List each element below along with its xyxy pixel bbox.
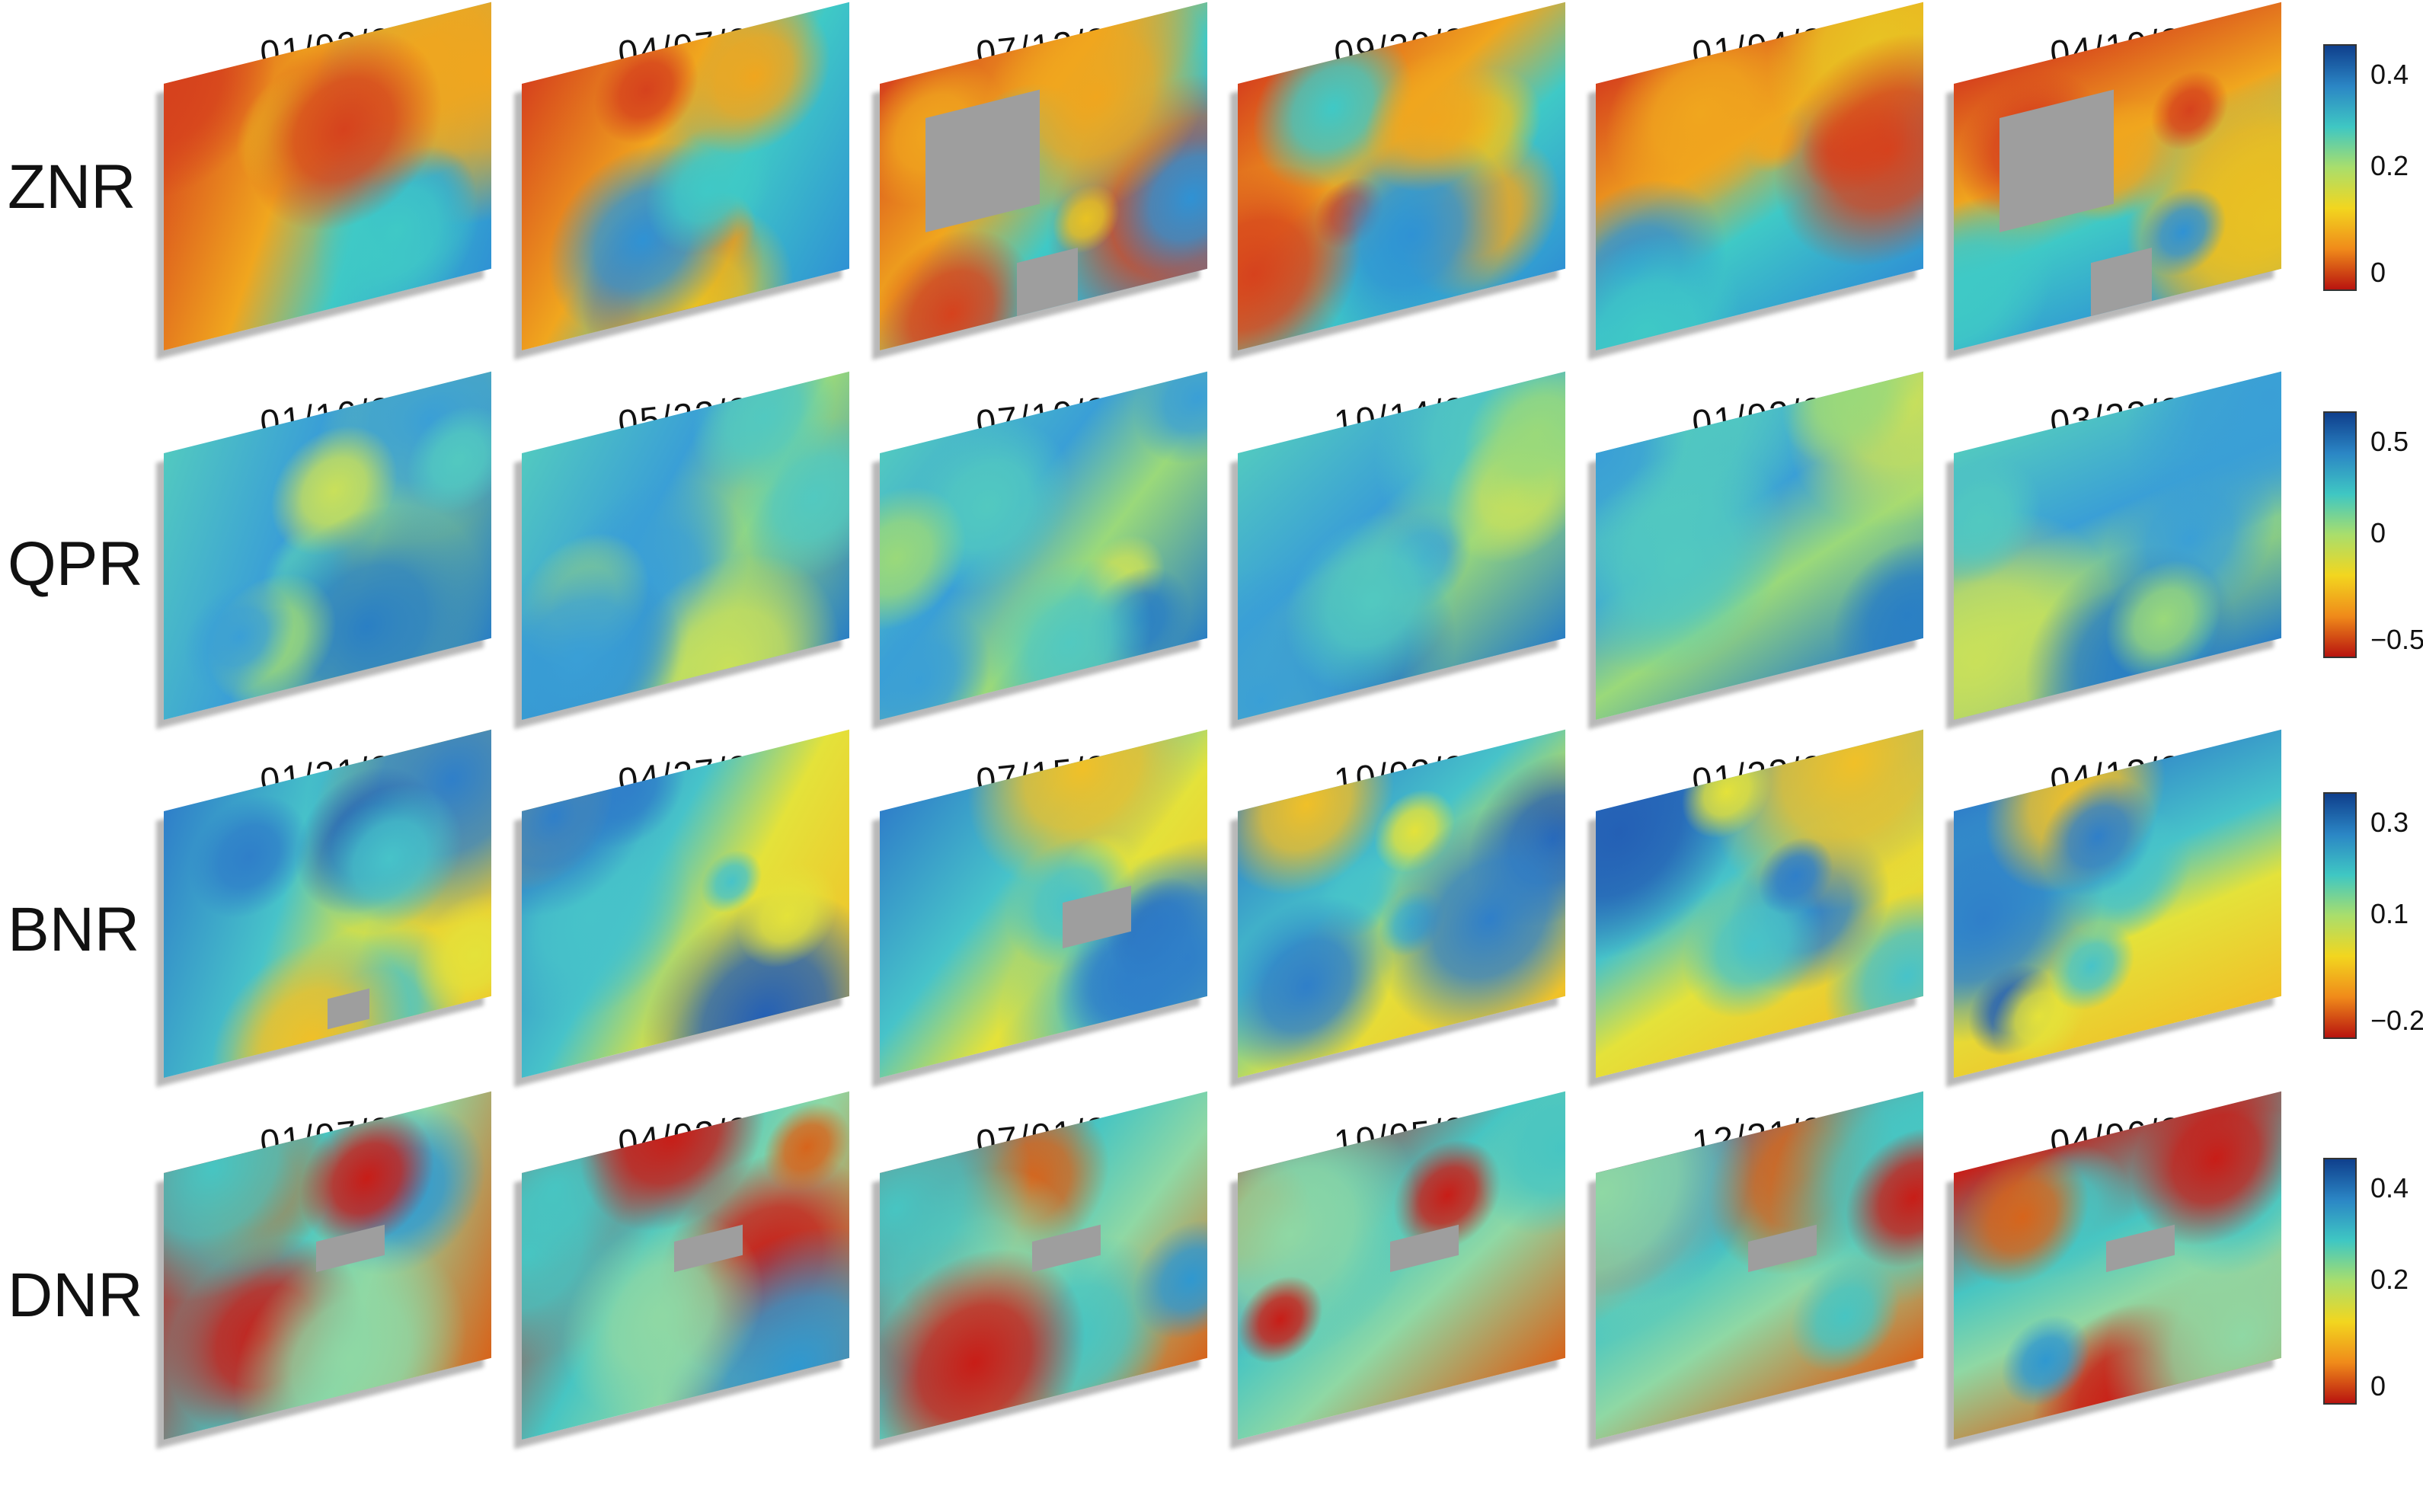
map-panel: 01/21/2020 — [164, 729, 499, 1078]
no-data-area — [2106, 1224, 2175, 1273]
no-data-area — [1017, 248, 1078, 350]
row-label-dnr: DNR — [8, 1261, 143, 1330]
colorbar — [2323, 44, 2357, 291]
map-panel: 04/13/2021 — [1954, 729, 2289, 1078]
no-data-area — [1999, 89, 2114, 233]
no-data-area — [1748, 1224, 1817, 1273]
colorbar-tick-label: 0 — [2370, 257, 2386, 288]
no-data-area — [674, 1224, 743, 1273]
row-label-qpr: QPR — [8, 529, 143, 599]
map-panel: 01/02/2021 — [1596, 371, 1931, 720]
map-panel: 07/01/2020 — [880, 1091, 1215, 1440]
no-data-area — [1032, 1224, 1101, 1273]
colorbar-tick-label: 0.3 — [2370, 807, 2409, 838]
no-data-area — [2091, 248, 2152, 350]
map-panel: 09/30/2020 — [1238, 2, 1573, 350]
map-panel: 04/06/2021 — [1954, 1091, 2289, 1440]
map-panel: 10/03/2020 — [1238, 729, 1573, 1078]
map-panel: 01/07/2020 — [164, 1091, 499, 1440]
map-panel: 01/16/2020 — [164, 371, 499, 720]
map-panel: 04/07/2020 — [522, 2, 857, 350]
colorbar-tick-label: 0.1 — [2370, 898, 2409, 929]
map-panel: 07/12/2020 — [880, 2, 1215, 350]
map-panel: 04/03/2020 — [522, 1091, 857, 1440]
colorbar-tick-label: 0.4 — [2370, 1172, 2409, 1204]
map-panel: 01/04/2021 — [1596, 2, 1931, 350]
colorbar-tick-label: 0.2 — [2370, 150, 2409, 181]
map-panel: 05/23/2020 — [522, 371, 857, 720]
no-data-area — [328, 988, 369, 1030]
map-panel: 04/27/2020 — [522, 729, 857, 1078]
map-panel: 12/31/2020 — [1596, 1091, 1931, 1440]
no-data-area — [1063, 885, 1131, 949]
colorbar-tick-label: 0.4 — [2370, 59, 2409, 90]
row-label-bnr: BNR — [8, 895, 140, 964]
colorbar — [2323, 1158, 2357, 1405]
map-panel: 03/23/2021 — [1954, 371, 2289, 720]
map-panel: 01/23/2021 — [1596, 729, 1931, 1078]
map-panel: 07/10/2020 — [880, 371, 1215, 720]
colorbar-tick-label: −0.5 — [2370, 624, 2423, 655]
map-panel: 01/02/2020 — [164, 2, 499, 350]
row-label-znr: ZNR — [8, 152, 136, 222]
map-panel: 04/10/2021 — [1954, 2, 2289, 350]
map-panel: 10/05/2020 — [1238, 1091, 1573, 1440]
colorbar-tick-label: −0.2 — [2370, 1005, 2423, 1036]
map-panel: 07/15/2020 — [880, 729, 1215, 1078]
colorbar-tick-label: 0.2 — [2370, 1264, 2409, 1295]
colorbar-tick-label: 0 — [2370, 1370, 2386, 1402]
colorbar-tick-label: 0.5 — [2370, 426, 2409, 457]
colorbar — [2323, 792, 2357, 1039]
no-data-area — [316, 1224, 385, 1273]
colorbar-tick-label: 0 — [2370, 517, 2386, 548]
colorbar — [2323, 411, 2357, 658]
no-data-area — [925, 89, 1040, 233]
no-data-area — [1390, 1224, 1459, 1273]
map-panel: 10/14/2020 — [1238, 371, 1573, 720]
